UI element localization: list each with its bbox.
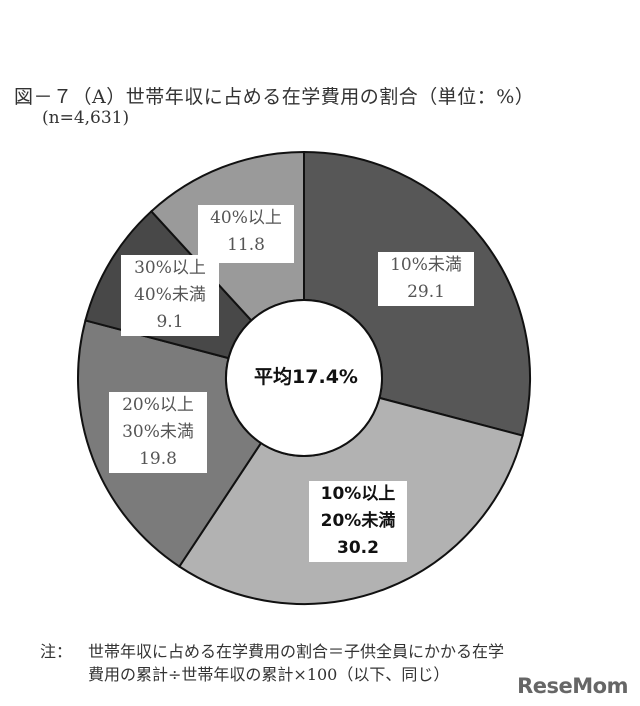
segment-label-under-10: 10%未満 29.1 bbox=[378, 252, 474, 306]
average-label: 平均17.4% bbox=[254, 366, 358, 388]
footnote-line-2: 費用の累計÷世帯年収の累計×100（以下、同じ） bbox=[88, 665, 450, 684]
resemom-logo: ReseMom bbox=[517, 674, 628, 698]
footnote-line-1: 世帯年収に占める在学費用の割合＝子供全員にかかる在学 bbox=[88, 642, 505, 661]
donut-hole bbox=[225, 299, 383, 457]
segment-label-10-20: 10%以上 20%未満 30.2 bbox=[309, 481, 407, 562]
segment-label-20-30: 20%以上 30%未満 19.8 bbox=[109, 392, 207, 473]
sample-size: (n=4,631) bbox=[42, 108, 130, 128]
footnote-label: 注： bbox=[40, 642, 73, 661]
chart-title: 図－７（A）世帯年収に占める在学費用の割合（単位：%） bbox=[14, 86, 535, 108]
segment-label-30-40: 30%以上 40%未満 9.1 bbox=[121, 255, 219, 336]
footnote: 注： 世帯年収に占める在学費用の割合＝子供全員にかかる在学 費用の累計÷世帯年収の… bbox=[40, 640, 504, 686]
segment-label-40-plus: 40%以上 11.8 bbox=[198, 205, 294, 263]
